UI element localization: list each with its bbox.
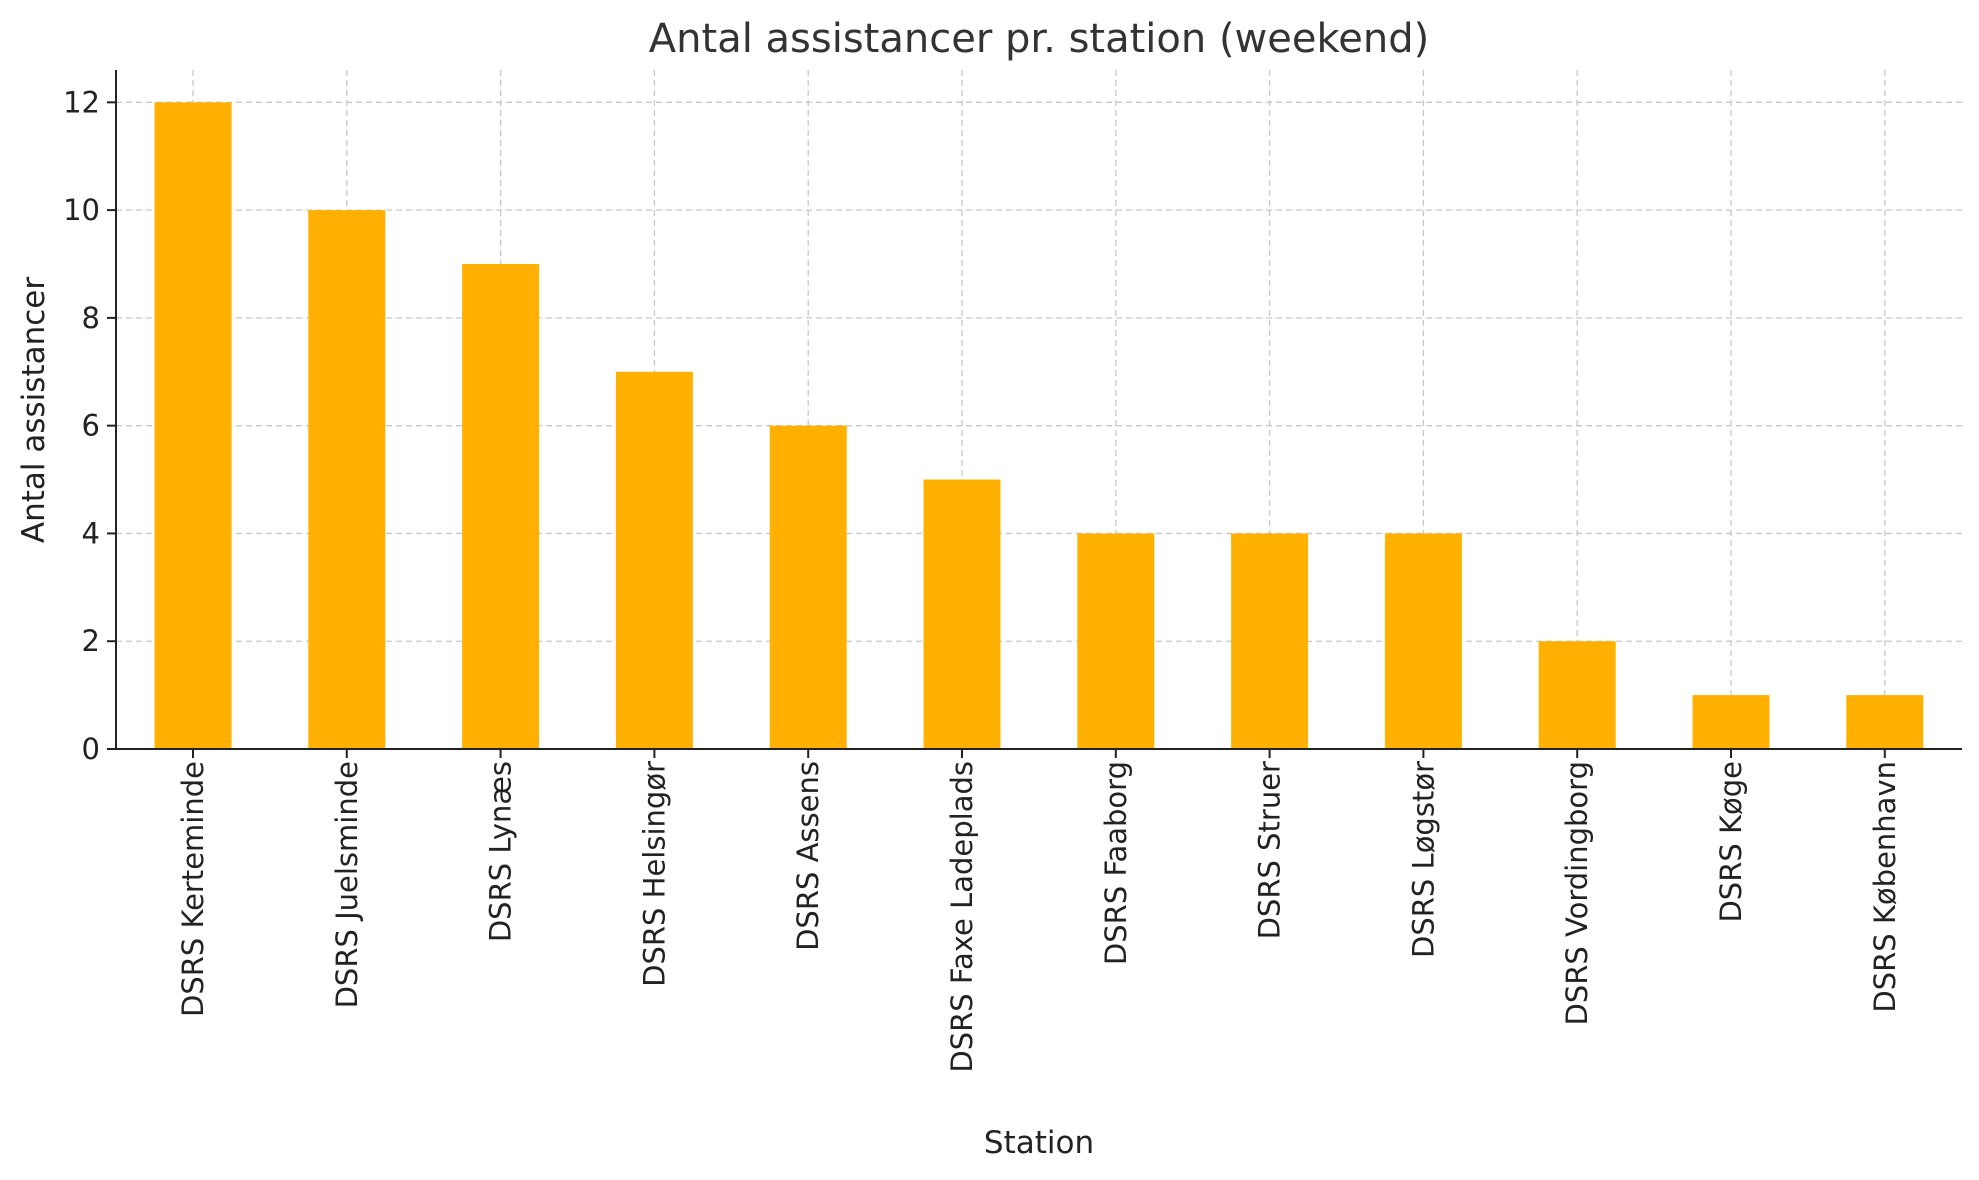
x-tick-label: DSRS Vordingborg	[1560, 761, 1594, 1025]
y-tick-label: 12	[63, 85, 100, 119]
x-tick-label: DSRS Løgstør	[1406, 761, 1440, 958]
bar	[1692, 695, 1770, 749]
x-tick-label: DSRS Faxe Ladeplads	[945, 761, 979, 1073]
bars	[154, 102, 1924, 750]
y-tick-label: 4	[82, 516, 100, 550]
x-tick-label: DSRS Helsingør	[637, 761, 671, 987]
y-tick-label: 0	[82, 732, 100, 766]
axes	[115, 70, 1962, 750]
chart-title: Antal assistancer pr. station (weekend)	[649, 16, 1429, 62]
bar	[769, 425, 847, 749]
y-axis-label: Antal assistancer	[16, 277, 52, 543]
bar	[462, 264, 540, 749]
grid-lines	[116, 70, 1962, 750]
x-tick-labels: DSRS Kerteminde DSRS Juelsminde DSRS Lynæs…	[176, 749, 1902, 1073]
y-tick-label: 2	[82, 624, 100, 658]
bar	[1077, 533, 1155, 749]
x-tick-label: DSRS Juelsminde	[330, 761, 364, 1008]
bar	[615, 371, 693, 749]
x-axis-label: Station	[984, 1125, 1094, 1161]
bar	[1846, 695, 1924, 749]
bar	[308, 210, 386, 750]
bar	[154, 102, 232, 750]
y-tick-labels: 0 2 4 6 8 10 12	[63, 85, 116, 766]
y-tick-label: 6	[82, 409, 100, 443]
x-tick-label: DSRS Lynæs	[484, 761, 518, 942]
x-tick-label: DSRS Assens	[791, 761, 825, 951]
bar	[923, 479, 1001, 749]
x-tick-label: DSRS København	[1868, 761, 1902, 1013]
y-tick-label: 10	[63, 193, 100, 227]
bar	[1538, 641, 1616, 749]
x-tick-label: DSRS Køge	[1714, 761, 1748, 923]
x-tick-label: DSRS Kerteminde	[176, 761, 210, 1017]
bar	[1231, 533, 1309, 749]
x-tick-label: DSRS Faaborg	[1099, 761, 1133, 965]
bar	[1384, 533, 1462, 749]
x-tick-label: DSRS Struer	[1253, 761, 1287, 939]
y-tick-label: 8	[82, 301, 100, 335]
